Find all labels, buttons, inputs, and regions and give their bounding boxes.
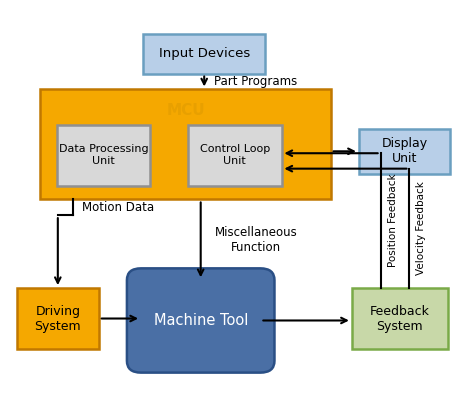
FancyBboxPatch shape: [127, 269, 274, 373]
FancyBboxPatch shape: [40, 89, 331, 200]
Text: Velocity Feedback: Velocity Feedback: [417, 182, 427, 275]
Text: Position Feedback: Position Feedback: [388, 174, 398, 267]
FancyBboxPatch shape: [188, 125, 282, 186]
FancyBboxPatch shape: [359, 129, 450, 174]
Text: Display
Unit: Display Unit: [382, 137, 428, 165]
FancyBboxPatch shape: [57, 125, 150, 186]
Text: Miscellaneous
Function: Miscellaneous Function: [215, 226, 298, 254]
Text: MCU: MCU: [166, 103, 205, 118]
Text: Input Devices: Input Devices: [159, 47, 250, 60]
Text: Motion Data: Motion Data: [82, 201, 155, 215]
FancyBboxPatch shape: [352, 288, 448, 349]
Text: Feedback
System: Feedback System: [370, 304, 430, 332]
Text: Part Programs: Part Programs: [214, 75, 297, 88]
Text: Machine Tool: Machine Tool: [154, 313, 248, 328]
Text: Data Processing
Unit: Data Processing Unit: [59, 144, 148, 166]
Text: Driving
System: Driving System: [35, 304, 81, 332]
Text: Control Loop
Unit: Control Loop Unit: [200, 144, 270, 166]
FancyBboxPatch shape: [143, 34, 265, 73]
FancyBboxPatch shape: [17, 288, 99, 349]
